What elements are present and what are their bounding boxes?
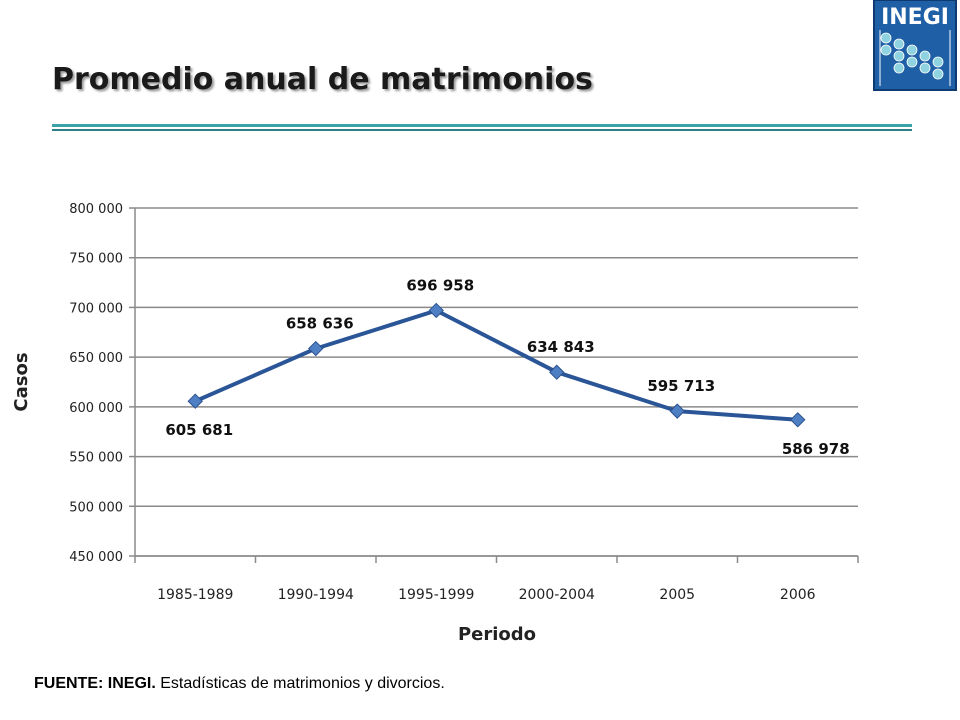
y-tick-labels: 450 000 500 000 550 000 600 000 650 000 700 0… <box>69 202 123 565</box>
x-tick-label: 2000-2004 <box>519 587 595 603</box>
title-divider-bottom <box>52 129 912 131</box>
source-text: Estadísticas de matrimonios y divorcios. <box>155 675 445 692</box>
data-point-marker <box>187 393 203 409</box>
y-tick-label: 800 000 <box>69 202 123 217</box>
data-point-marker <box>790 412 806 428</box>
x-tick-label: 1985-1989 <box>157 587 233 603</box>
y-tick-label: 700 000 <box>69 301 123 316</box>
inegi-logo: INEGI <box>873 0 957 91</box>
y-tick-label: 550 000 <box>69 451 123 466</box>
data-label: 605 681 <box>165 421 233 439</box>
data-markers <box>187 302 806 428</box>
data-label: 595 713 <box>647 377 715 395</box>
x-tick-label: 1995-1999 <box>398 587 474 603</box>
page-title: Promedio anual de matrimonios <box>52 62 593 97</box>
y-axis-label: Casos <box>11 352 32 411</box>
x-tick-label: 2006 <box>780 587 816 603</box>
y-tick-label: 450 000 <box>69 550 123 565</box>
x-tick-label: 2005 <box>659 587 695 603</box>
y-tick-label: 650 000 <box>69 351 123 366</box>
data-label: 586 978 <box>782 440 850 458</box>
data-point-marker <box>308 340 324 357</box>
x-tick-label: 1990-1994 <box>278 587 354 603</box>
y-tick-label: 750 000 <box>69 252 123 267</box>
x-axis-label: Periodo <box>458 624 536 645</box>
data-point-marker <box>428 302 444 319</box>
data-point-marker <box>549 364 565 380</box>
y-tick-label: 500 000 <box>69 500 123 515</box>
data-labels: 605 681 658 636 696 958 634 843 595 713 586 9… <box>165 276 849 457</box>
data-label: 634 843 <box>527 338 595 356</box>
source-label: FUENTE: INEGI. <box>34 675 156 692</box>
series-line <box>194 308 798 422</box>
line-chart: 450 000 500 000 550 000 600 000 650 000 700 0… <box>11 202 859 645</box>
source-footer: FUENTE: INEGI. Estadísticas de matrimoni… <box>34 675 445 693</box>
title-divider-top <box>52 124 912 127</box>
data-label: 696 958 <box>406 276 474 294</box>
y-tick-label: 600 000 <box>69 401 123 416</box>
axes <box>134 208 859 563</box>
logo-text: INEGI <box>881 5 949 30</box>
data-point-marker <box>669 403 685 419</box>
data-label: 658 636 <box>286 315 354 333</box>
x-tick-labels: 1985-1989 1990-1994 1995-1999 2000-2004 2005… <box>157 587 816 603</box>
